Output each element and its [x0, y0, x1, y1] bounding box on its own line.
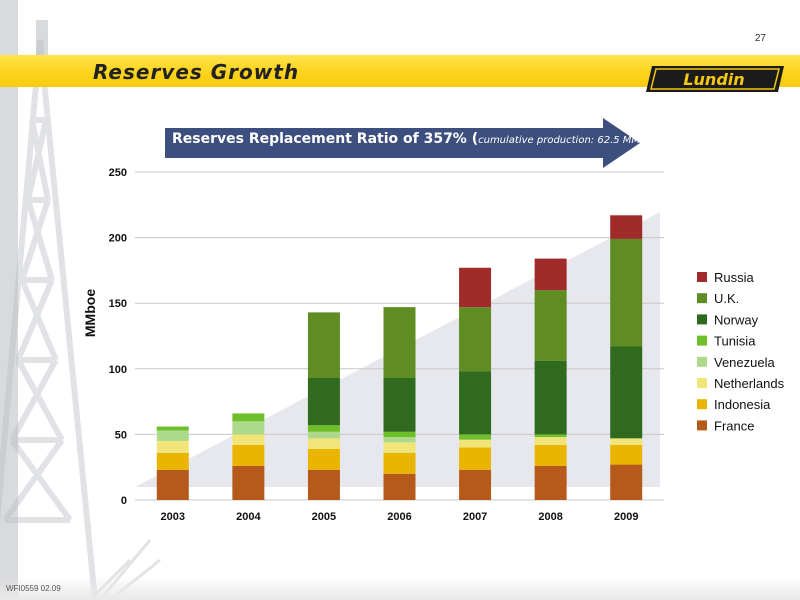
legend-swatch-venezuela — [697, 356, 707, 367]
bar-indonesia-2005 — [307, 448, 340, 470]
bar-uk-2009 — [610, 238, 643, 347]
legend: Russia U.K. Norway Tunisia Venezuela Netherla… — [697, 270, 785, 433]
bar-stacks — [156, 215, 643, 500]
x-tick-label: 2004 — [236, 511, 261, 523]
x-tick-label: 2003 — [161, 511, 185, 523]
bar-venezuela-2003 — [156, 430, 189, 441]
bar-netherlands-2005 — [307, 438, 340, 449]
legend-swatch-norway — [697, 314, 707, 325]
bar-norway-2007 — [459, 371, 492, 435]
y-tick-label: 250 — [109, 167, 127, 179]
y-tick-labels: 0 50 100 150 200 250 — [109, 167, 127, 507]
bar-france-2004 — [232, 465, 265, 500]
bar-uk-2006 — [383, 307, 416, 378]
x-tick-label: 2006 — [387, 511, 411, 523]
bar-france-2006 — [383, 473, 416, 500]
bar-tunisia-2008 — [534, 434, 567, 438]
y-axis-label: MMboe — [82, 289, 98, 337]
bar-tunisia-2005 — [307, 425, 340, 432]
y-tick-label: 200 — [109, 233, 127, 245]
bar-indonesia-2006 — [383, 452, 416, 474]
legend-swatch-netherlands — [697, 378, 707, 388]
legend-label: Netherlands — [714, 376, 785, 391]
bar-russia-2008 — [534, 258, 567, 291]
bar-netherlands-2003 — [156, 440, 189, 453]
legend-swatch-france — [697, 420, 707, 431]
bar-netherlands-2009 — [610, 438, 643, 445]
ratio-banner-text: Reserves Replacement Ratio of 357% (cumu… — [172, 131, 665, 147]
bar-netherlands-2006 — [383, 442, 416, 453]
bar-france-2008 — [534, 465, 567, 500]
y-tick-label: 0 — [121, 495, 127, 507]
legend-label: Indonesia — [714, 397, 771, 412]
bar-norway-2006 — [383, 377, 416, 432]
bar-netherlands-2007 — [459, 439, 492, 448]
legend-label: Tunisia — [714, 334, 756, 349]
ratio-banner-main: Reserves Replacement Ratio of 357% ( — [172, 131, 479, 147]
bar-uk-2007 — [459, 307, 492, 372]
bar-russia-2009 — [610, 215, 643, 239]
bar-venezuela-2005 — [307, 431, 340, 439]
logo-text: Lundin — [683, 70, 744, 89]
bar-norway-2009 — [610, 346, 643, 439]
bar-indonesia-2009 — [610, 444, 643, 465]
bar-venezuela-2004 — [232, 421, 265, 435]
bar-tunisia-2004 — [232, 413, 265, 422]
x-tick-label: 2005 — [312, 511, 336, 523]
bar-indonesia-2003 — [156, 452, 189, 470]
y-tick-label: 150 — [109, 298, 127, 310]
bar-norway-2008 — [534, 360, 567, 435]
bar-netherlands-2004 — [232, 434, 265, 445]
legend-swatch-russia — [697, 272, 707, 282]
legend-label: France — [714, 418, 754, 433]
lundin-logo: Lundin — [646, 66, 784, 92]
legend-label: Venezuela — [714, 355, 775, 370]
bar-norway-2005 — [307, 377, 340, 426]
bar-tunisia-2003 — [156, 426, 189, 431]
bar-tunisia-2007 — [459, 434, 492, 440]
bar-uk-2005 — [307, 312, 340, 378]
bar-indonesia-2004 — [232, 444, 265, 466]
bar-france-2005 — [307, 469, 340, 500]
legend-label: Norway — [714, 312, 759, 327]
bar-venezuela-2006 — [383, 437, 416, 443]
x-tick-label: 2009 — [614, 511, 638, 523]
page-number: 27 — [754, 33, 766, 44]
x-tick-label: 2007 — [463, 511, 487, 523]
y-tick-label: 100 — [109, 364, 127, 376]
legend-label: Russia — [714, 270, 755, 285]
x-tick-label: 2008 — [538, 511, 562, 523]
footer-code: WFI0559 02.09 — [6, 584, 61, 593]
bar-tunisia-2006 — [383, 431, 416, 438]
bar-uk-2008 — [534, 290, 567, 361]
bar-indonesia-2008 — [534, 444, 567, 466]
bar-france-2003 — [156, 469, 189, 500]
bar-indonesia-2007 — [459, 447, 492, 470]
legend-swatch-uk — [697, 293, 707, 304]
bar-france-2007 — [459, 469, 492, 500]
ratio-arrow-banner — [165, 118, 640, 168]
legend-swatch-indonesia — [697, 399, 707, 410]
slide-title: Reserves Growth — [93, 60, 300, 84]
footer-band — [0, 576, 800, 600]
ratio-banner-sub: cumulative production: 62.5 MMBOE) — [478, 135, 665, 146]
x-tick-labels: 2003 2004 2005 2006 2007 2008 2009 — [161, 511, 639, 523]
legend-label: U.K. — [714, 291, 739, 306]
bar-russia-2007 — [459, 267, 492, 308]
bar-netherlands-2008 — [534, 437, 567, 445]
y-tick-label: 50 — [115, 429, 127, 441]
bar-france-2009 — [610, 464, 643, 500]
legend-swatch-tunisia — [697, 335, 707, 346]
